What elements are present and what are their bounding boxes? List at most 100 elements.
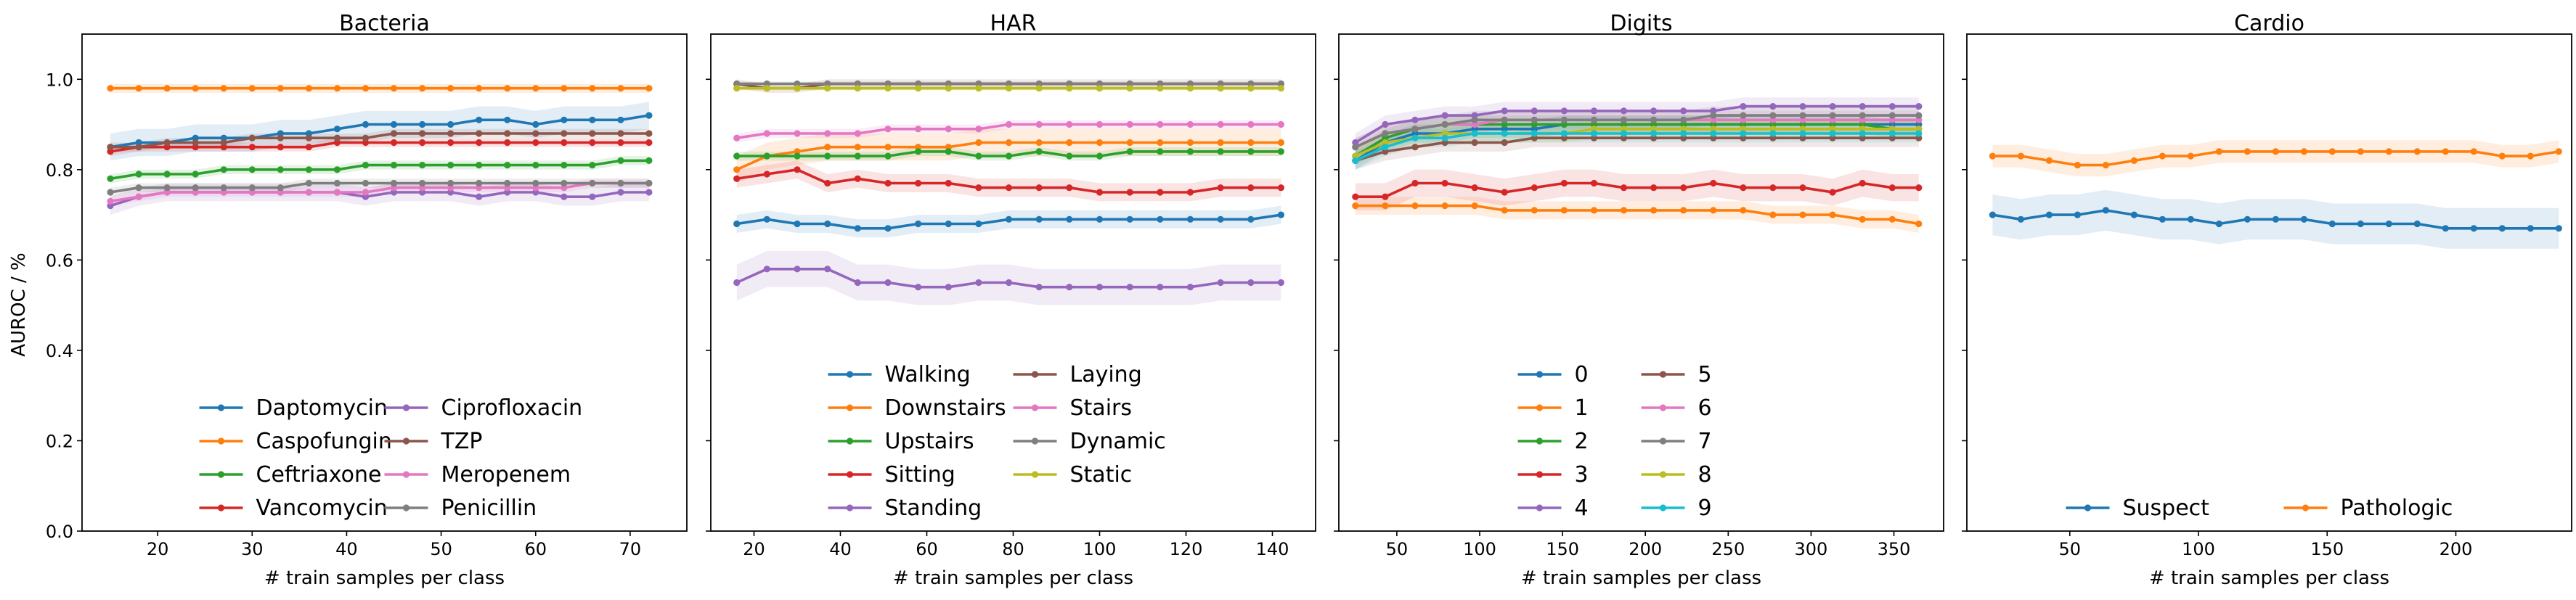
data-point <box>1989 152 1996 160</box>
series-line-vancomycin <box>110 141 649 153</box>
data-point <box>277 189 284 196</box>
x-tick-label: 60 <box>524 539 547 559</box>
legend-label: 2 <box>1575 429 1589 454</box>
data-point <box>135 85 142 92</box>
data-point <box>915 179 922 187</box>
data-point <box>1005 120 1013 128</box>
x-tick-label: 70 <box>619 539 642 559</box>
data-point <box>107 144 114 151</box>
data-point <box>107 85 114 92</box>
data-point <box>1888 130 1896 137</box>
x-tick-label: 120 <box>1170 539 1203 559</box>
data-point <box>447 179 455 187</box>
band-sitting <box>736 160 1281 202</box>
data-point <box>2187 215 2194 223</box>
data-point <box>1888 103 1896 110</box>
data-point <box>733 175 741 182</box>
data-point <box>1769 103 1777 110</box>
data-point <box>824 85 831 92</box>
data-point <box>1471 116 1478 123</box>
data-point <box>1247 279 1255 287</box>
data-point <box>419 179 426 187</box>
data-point <box>333 139 341 147</box>
data-point <box>532 189 539 196</box>
y-tick-label: 0.2 <box>46 431 73 451</box>
data-point <box>2102 162 2109 169</box>
data-point <box>1126 85 1133 92</box>
data-point <box>1066 120 1073 128</box>
data-point <box>975 126 982 133</box>
data-point <box>1035 184 1043 192</box>
legend-marker <box>402 471 410 478</box>
legend-label: 4 <box>1575 496 1589 521</box>
data-point <box>277 85 284 92</box>
data-point <box>2243 215 2251 223</box>
legend-marker <box>1536 371 1544 378</box>
legend-label: 6 <box>1698 395 1712 421</box>
data-point <box>1915 130 1923 137</box>
data-point <box>1186 139 1194 147</box>
data-point <box>945 220 952 228</box>
data-point <box>1650 107 1658 115</box>
data-point <box>1035 148 1043 155</box>
data-point <box>1650 116 1658 123</box>
legend-label: 5 <box>1698 362 1712 387</box>
data-point <box>135 184 142 192</box>
legend-marker <box>846 404 854 411</box>
data-point <box>1441 179 1448 187</box>
data-point <box>1096 139 1104 147</box>
x-tick-label: 200 <box>2440 539 2473 559</box>
data-point <box>763 130 770 137</box>
data-point <box>1277 148 1284 155</box>
data-point <box>2442 225 2449 232</box>
data-point <box>733 134 741 141</box>
data-point <box>617 130 624 137</box>
data-point <box>1620 107 1628 115</box>
data-point <box>220 85 227 92</box>
data-point <box>1799 112 1806 119</box>
legend-marker <box>217 471 225 478</box>
data-point <box>1066 152 1073 160</box>
data-point <box>645 139 653 147</box>
data-point <box>248 85 256 92</box>
data-point <box>1859 215 1866 223</box>
data-point <box>1501 116 1508 123</box>
data-point <box>362 120 370 128</box>
data-point <box>390 85 398 92</box>
data-point <box>1471 184 1478 192</box>
panel-cardio: Cardio 50 100 150 200 # train samples per cla… <box>1962 11 2572 589</box>
data-point <box>2045 157 2053 164</box>
legend: Walking Downstairs Upstairs Sitting Standing… <box>828 362 1166 521</box>
x-axis-label: # train samples per class <box>2149 567 2389 589</box>
data-point <box>561 116 568 123</box>
series-line-7 <box>1355 114 1919 149</box>
band-ceftriaxone <box>110 156 649 184</box>
data-point <box>1186 148 1194 155</box>
x-tick-label: 150 <box>2310 539 2344 559</box>
data-point <box>1530 184 1538 192</box>
legend-marker <box>1659 404 1667 411</box>
data-point <box>589 162 596 169</box>
data-point <box>645 179 653 187</box>
data-point <box>2187 152 2194 160</box>
data-point <box>589 116 596 123</box>
data-point <box>305 134 312 141</box>
data-point <box>362 189 370 196</box>
data-point <box>854 85 861 92</box>
data-point <box>2498 152 2506 160</box>
data-point <box>2527 152 2534 160</box>
data-point <box>824 152 831 160</box>
data-point <box>1186 85 1194 92</box>
data-point <box>1096 152 1104 160</box>
data-point <box>2215 220 2222 228</box>
data-point <box>1799 130 1806 137</box>
data-point <box>476 162 483 169</box>
data-point <box>915 85 922 92</box>
data-point <box>1157 215 1164 223</box>
band-9 <box>1355 124 1919 170</box>
data-point <box>2385 220 2392 228</box>
data-point <box>1915 220 1923 228</box>
legend-label: Daptomycin <box>256 395 388 421</box>
data-point <box>1590 179 1598 187</box>
data-point <box>390 130 398 137</box>
